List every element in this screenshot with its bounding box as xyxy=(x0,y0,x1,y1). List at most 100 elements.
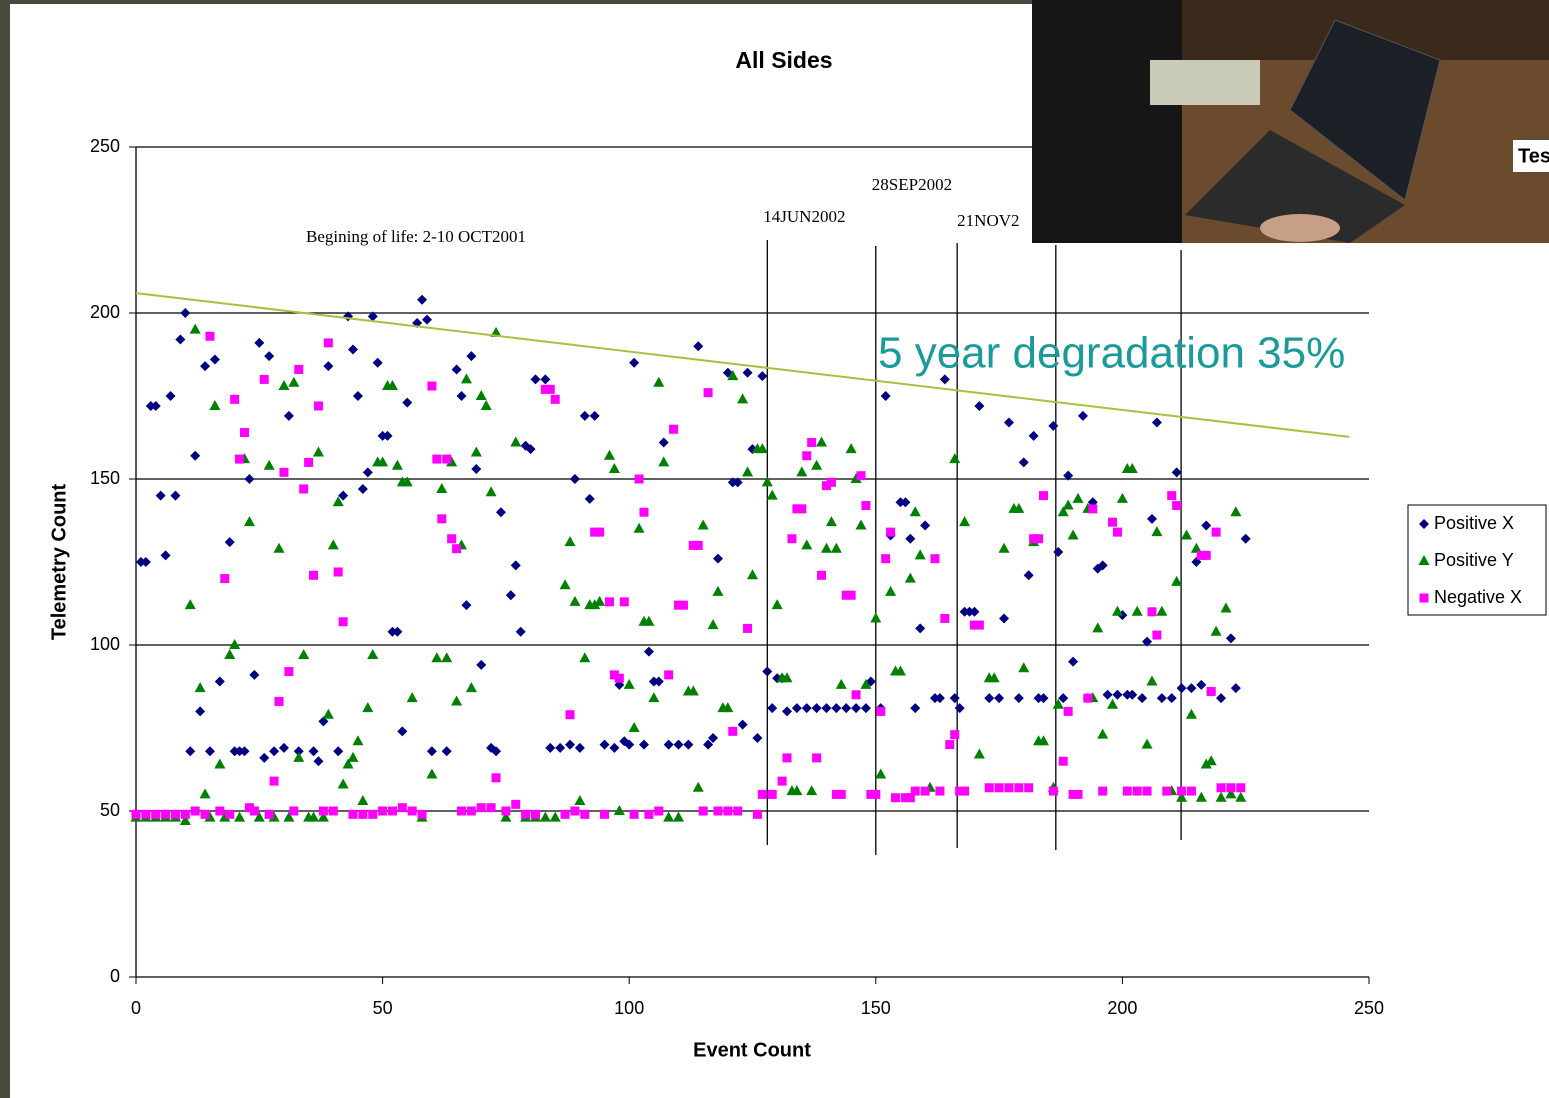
data-point xyxy=(201,810,210,819)
data-point xyxy=(191,807,200,816)
data-point xyxy=(452,544,461,553)
legend-label: Positive X xyxy=(1434,513,1514,533)
data-point xyxy=(299,484,308,493)
data-point xyxy=(427,382,436,391)
x-tick-label: 50 xyxy=(373,998,393,1018)
data-point xyxy=(1024,783,1033,792)
data-point xyxy=(334,567,343,576)
data-point xyxy=(329,807,338,816)
data-point xyxy=(437,514,446,523)
data-point xyxy=(950,730,959,739)
data-point xyxy=(1202,551,1211,560)
data-point xyxy=(1167,491,1176,500)
data-point xyxy=(141,810,150,819)
slide: All Sides Event Count Telemetry Count Be… xyxy=(0,0,1549,1098)
data-point xyxy=(521,810,530,819)
data-point xyxy=(1212,528,1221,537)
data-point xyxy=(615,674,624,683)
data-point xyxy=(635,475,644,484)
data-point xyxy=(368,810,377,819)
data-point xyxy=(1162,787,1171,796)
data-point xyxy=(1236,783,1245,792)
data-point xyxy=(408,807,417,816)
data-point xyxy=(324,338,333,347)
photo-caption: Tes xyxy=(1518,145,1549,167)
data-point xyxy=(881,554,890,563)
data-point xyxy=(511,800,520,809)
data-point xyxy=(388,807,397,816)
event-label: 14JUN2002 xyxy=(763,207,845,226)
data-point xyxy=(275,697,284,706)
data-point xyxy=(620,597,629,606)
event-label: 21NOV2 xyxy=(957,211,1019,230)
data-point xyxy=(1074,790,1083,799)
data-point xyxy=(230,395,239,404)
data-point xyxy=(570,807,579,816)
data-point xyxy=(580,810,589,819)
data-point xyxy=(265,810,274,819)
data-point xyxy=(975,621,984,630)
data-point xyxy=(639,508,648,517)
data-point xyxy=(945,740,954,749)
x-tick-label: 200 xyxy=(1107,998,1137,1018)
data-point xyxy=(699,807,708,816)
data-point xyxy=(319,807,328,816)
data-point xyxy=(911,787,920,796)
data-point xyxy=(442,455,451,464)
degradation-annotation: 5 year degradation 35% xyxy=(878,329,1345,378)
data-point xyxy=(151,810,160,819)
data-point xyxy=(398,803,407,812)
data-point xyxy=(1034,534,1043,543)
data-point xyxy=(694,541,703,550)
y-tick-label: 50 xyxy=(100,800,120,820)
data-point xyxy=(1226,783,1235,792)
photo-hand xyxy=(1260,214,1340,242)
data-point xyxy=(240,428,249,437)
y-tick-label: 150 xyxy=(90,468,120,488)
data-point xyxy=(561,810,570,819)
data-point xyxy=(876,707,885,716)
data-point xyxy=(215,807,224,816)
data-point xyxy=(314,401,323,410)
data-point xyxy=(339,617,348,626)
annotation: Begining of life: 2-10 OCT2001 xyxy=(306,227,526,246)
data-point xyxy=(768,790,777,799)
data-point xyxy=(1177,787,1186,796)
y-tick-label: 0 xyxy=(110,966,120,986)
photo: Tes xyxy=(1032,0,1549,243)
event-label: 28SEP2002 xyxy=(872,175,952,194)
data-point xyxy=(501,807,510,816)
data-point xyxy=(812,753,821,762)
y-axis-label: Telemetry Count xyxy=(48,484,70,641)
data-point xyxy=(467,807,476,816)
data-point xyxy=(260,375,269,384)
data-point xyxy=(1088,504,1097,513)
data-point xyxy=(349,810,358,819)
data-point xyxy=(181,810,190,819)
data-point xyxy=(935,787,944,796)
data-point xyxy=(235,455,244,464)
data-point xyxy=(817,571,826,580)
data-point xyxy=(1207,687,1216,696)
legend-marker xyxy=(1420,594,1429,603)
data-point xyxy=(797,504,806,513)
data-point xyxy=(457,807,466,816)
data-point xyxy=(733,807,742,816)
chart-title: All Sides xyxy=(735,47,832,73)
x-tick-label: 0 xyxy=(131,998,141,1018)
data-point xyxy=(358,810,367,819)
data-point xyxy=(1059,757,1068,766)
data-point xyxy=(871,790,880,799)
data-point xyxy=(1123,787,1132,796)
data-point xyxy=(1039,491,1048,500)
data-point xyxy=(654,807,663,816)
data-point xyxy=(205,332,214,341)
data-point xyxy=(787,534,796,543)
data-point xyxy=(487,803,496,812)
data-point xyxy=(418,810,427,819)
data-point xyxy=(723,807,732,816)
y-tick-label: 250 xyxy=(90,136,120,156)
data-point xyxy=(704,388,713,397)
data-point xyxy=(161,810,170,819)
legend-label: Negative X xyxy=(1434,587,1522,607)
